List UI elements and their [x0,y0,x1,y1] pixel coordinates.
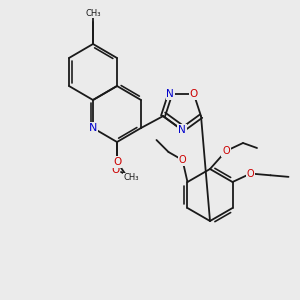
Text: O: O [179,155,186,165]
Text: N: N [167,89,174,99]
Text: N: N [178,125,186,135]
Text: O: O [111,165,119,175]
Text: O: O [190,89,198,99]
Text: N: N [89,123,97,133]
Text: CH₃: CH₃ [85,8,101,17]
Text: O: O [247,169,254,178]
Text: O: O [113,157,121,167]
Text: CH₃: CH₃ [123,173,139,182]
Text: O: O [222,146,230,156]
